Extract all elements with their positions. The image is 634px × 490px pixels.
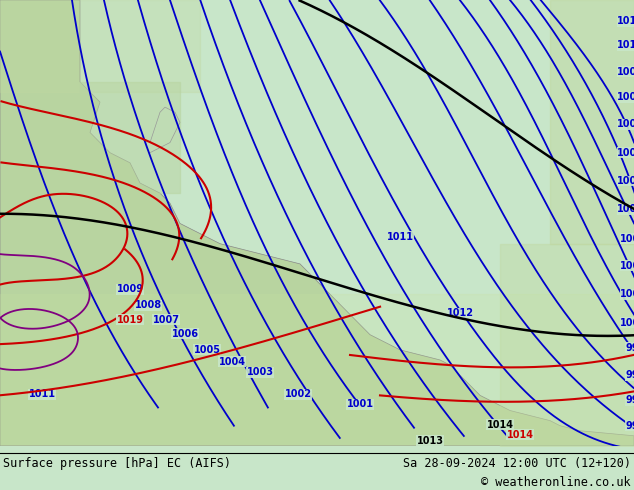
Text: 999: 999 <box>625 343 634 353</box>
Text: 1010: 1010 <box>617 41 634 50</box>
Text: 1001: 1001 <box>347 399 373 410</box>
Text: 1011: 1011 <box>29 390 56 399</box>
Text: 1014: 1014 <box>486 419 514 430</box>
Text: 1006: 1006 <box>172 329 198 339</box>
Text: 1004: 1004 <box>219 357 245 367</box>
Text: 1001: 1001 <box>620 289 634 299</box>
Text: 1007: 1007 <box>153 315 179 324</box>
Text: 1013: 1013 <box>417 436 444 446</box>
Text: 1003: 1003 <box>247 367 273 377</box>
Text: 1000: 1000 <box>620 318 634 327</box>
Polygon shape <box>0 0 634 446</box>
Text: 1009: 1009 <box>117 284 143 294</box>
Text: 1008: 1008 <box>617 92 634 102</box>
Text: 1008: 1008 <box>134 300 162 310</box>
Text: 996: 996 <box>625 421 634 431</box>
Text: 1014: 1014 <box>507 430 533 440</box>
Text: 1005: 1005 <box>617 176 634 186</box>
Text: 1002: 1002 <box>285 390 311 399</box>
Text: 1011: 1011 <box>387 232 413 242</box>
Text: 1012: 1012 <box>446 308 474 318</box>
Text: Sa 28-09-2024 12:00 UTC (12+120): Sa 28-09-2024 12:00 UTC (12+120) <box>403 457 631 469</box>
Text: 1002: 1002 <box>620 261 634 271</box>
Text: 1005: 1005 <box>193 345 221 355</box>
Text: Surface pressure [hPa] EC (AIFS): Surface pressure [hPa] EC (AIFS) <box>3 457 231 469</box>
Text: © weatheronline.co.uk: © weatheronline.co.uk <box>481 476 631 489</box>
Text: 998: 998 <box>625 370 634 380</box>
Text: 1007: 1007 <box>617 120 634 129</box>
Text: 1006: 1006 <box>617 147 634 158</box>
Text: 1019: 1019 <box>117 315 143 324</box>
Text: 997: 997 <box>625 395 634 405</box>
Text: 1011: 1011 <box>617 16 634 26</box>
Text: 1004: 1004 <box>617 204 634 214</box>
Text: 1003: 1003 <box>620 234 634 244</box>
Text: 1009: 1009 <box>617 67 634 77</box>
